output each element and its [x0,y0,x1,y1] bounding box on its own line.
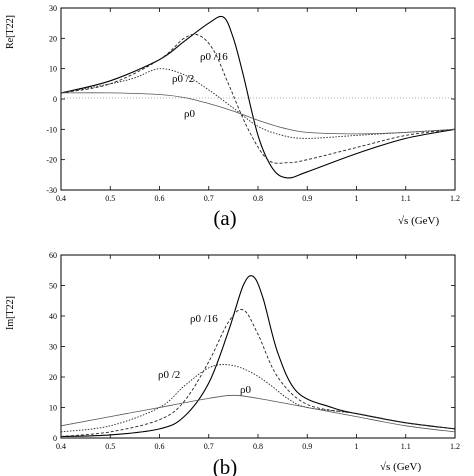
ticks-a: 0.4 0.5 0.6 0.7 0.8 0.9 1 1.1 1.2 30 20 10 0 -10 -20 -3… [46,4,460,203]
x-tick-label: 1.1 [401,194,411,203]
y-tick-label: -10 [46,125,57,134]
y-tick-label: -20 [46,156,57,165]
x-tick-label: 0.4 [56,194,66,203]
y-tick-label: 10 [49,404,57,413]
y-tick-label: 40 [49,312,57,321]
y-tick-label: 0 [53,434,57,443]
y-tick-label: 10 [49,65,57,74]
series-line-a-1 [60,33,456,164]
panel-b: 0.4 0.5 0.6 0.7 0.8 0.9 1 1.1 1.2 60 50 40 30 20 10 0 I… [5,251,460,476]
x-tick-label: 1.2 [450,442,460,451]
x-tick-label: 0.8 [253,442,263,451]
series-line-b-1 [60,309,456,437]
panel-label-b: (b) [213,455,238,476]
series-line-b-0 [60,275,456,438]
y-tick-label: 30 [49,4,57,13]
x-tick-label: 0.7 [204,442,214,451]
x-tick-label: 0.9 [302,442,312,451]
x-tick-label: 0.9 [302,194,312,203]
y-axis-label-b: Im[T22] [5,296,16,330]
x-tick-label: 1.2 [450,194,460,203]
curve-label-b-rho2: ρ0 /2 [158,369,180,381]
y-tick-label: 30 [49,343,57,352]
x-tick-label: 0.6 [155,442,165,451]
x-tick-label: 0.5 [105,194,115,203]
curve-label-b-rho16: ρ0 /16 [190,313,218,325]
x-tick-label: 0.4 [56,442,66,451]
curve-label-a-rho: ρ0 [184,108,195,120]
series-line-a-3 [60,92,456,135]
x-tick-label: 0.8 [253,194,263,203]
x-axis-label-a: √s (GeV) [398,215,440,227]
y-tick-label: 20 [49,34,57,43]
y-tick-label: 60 [49,251,57,260]
plot-frame-a [60,7,456,191]
y-tick-label: 50 [49,282,57,291]
curve-label-a-rho2: ρ0 /2 [172,73,194,85]
y-tick-label: 0 [53,95,57,104]
curve-label-a-rho16: ρ0 /16 [200,51,228,63]
x-tick-label: 0.6 [155,194,165,203]
series-line-a-0 [60,15,456,179]
plot-frame-b [60,254,456,439]
y-axis-label-a: Re[T22] [5,15,16,49]
panel-a: 0.4 0.5 0.6 0.7 0.8 0.9 1 1.1 1.2 30 20 10 0 -10 -20 -3… [5,4,460,230]
x-tick-label: 0.7 [204,194,214,203]
y-tick-label: -30 [46,186,57,195]
curve-label-b-rho: ρ0 [240,384,251,396]
y-tick-label: 20 [49,373,57,382]
x-tick-label: 1.1 [401,442,411,451]
x-tick-label: 1 [355,194,359,203]
x-axis-label-b: √s (GeV) [380,461,422,473]
ticks-b: 0.4 0.5 0.6 0.7 0.8 0.9 1 1.1 1.2 60 50 40 30 20 10 0 [49,251,460,451]
panel-label-a: (a) [213,206,236,230]
series-line-b-3 [60,394,456,433]
x-tick-label: 0.5 [105,442,115,451]
series-line-a-2 [60,68,456,139]
x-tick-label: 1 [355,442,359,451]
curves-a [60,15,456,179]
curves-b [60,275,456,438]
